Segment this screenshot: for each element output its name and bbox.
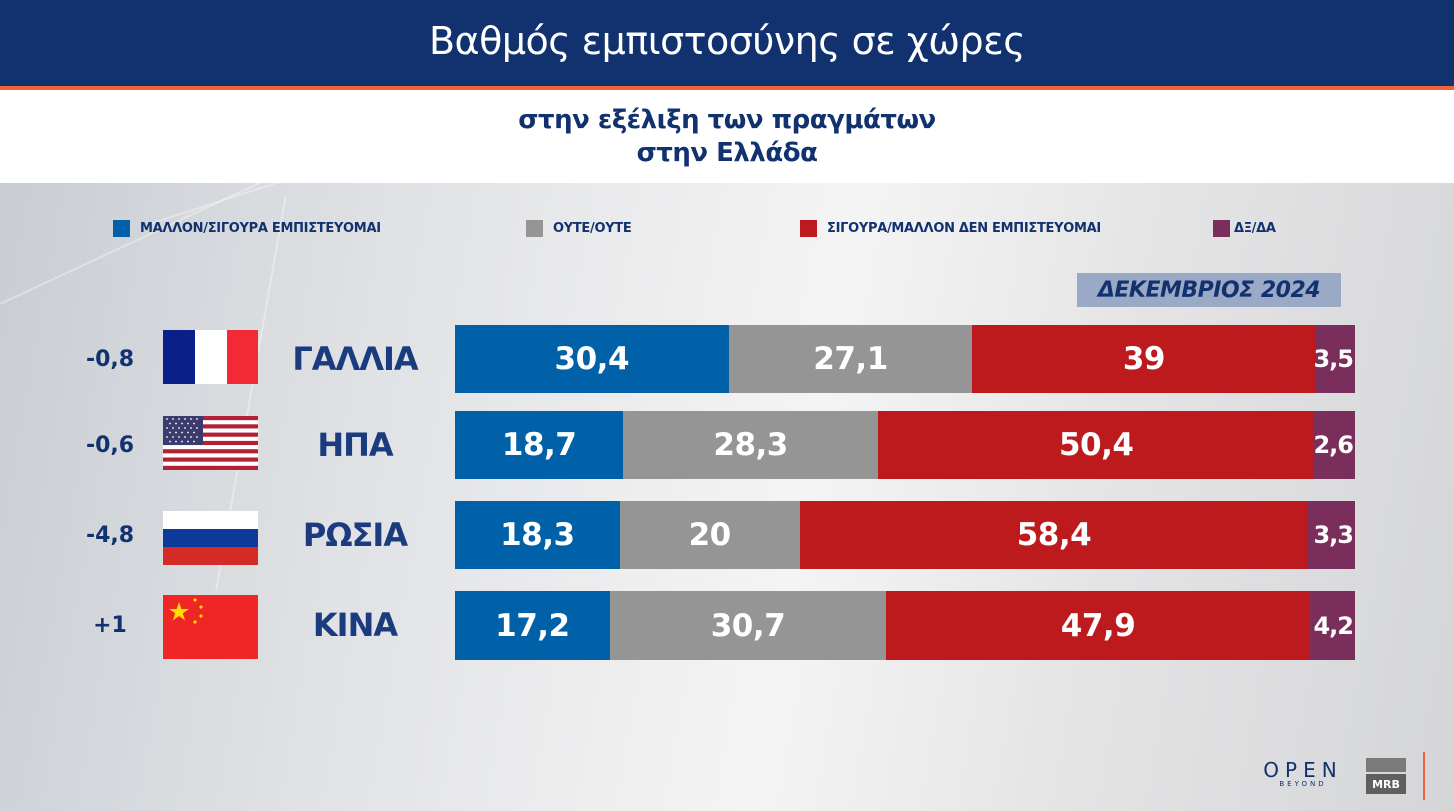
- bar-segment-trust: 30,4: [455, 325, 729, 393]
- open-beyond-logo: OPEN BEYOND: [1258, 758, 1348, 788]
- stacked-bar: 18,3 20 58,4 3,3: [455, 501, 1355, 569]
- mrb-logo-bar: [1366, 758, 1406, 772]
- period-badge: ΔΕΚΕΜΒΡΙΟΣ 2024: [1077, 273, 1341, 307]
- change-value: -0,6: [85, 432, 135, 458]
- change-value: -0,8: [85, 346, 135, 372]
- bar-segment-trust: 18,7: [455, 411, 624, 479]
- stacked-bar: 18,7 28,3 50,4 2,6: [455, 411, 1355, 479]
- bar-segment-distrust: 58,4: [799, 501, 1309, 569]
- country-label: ΚΙΝΑ: [312, 606, 398, 644]
- chart-row-france: -0,8 ΓΑΛΛΙΑ 30,4 27,1 39 3,5: [0, 325, 1454, 393]
- change-value: +1: [93, 612, 127, 638]
- legend-label: ΣΙΓΟΥΡΑ/ΜΑΛΛΟΝ ΔΕΝ ΕΜΠΙΣΤΕΥΟΜΑΙ: [827, 221, 1101, 236]
- bar-segment-trust: 18,3: [455, 501, 620, 569]
- legend-swatch-blue: [113, 220, 130, 237]
- legend: ΜΑΛΛΟΝ/ΣΙΓΟΥΡΑ ΕΜΠΙΣΤΕΥΟΜΑΙ ΟΥΤΕ/ΟΥΤΕ ΣΙ…: [0, 220, 1454, 240]
- bar-segment-neither: 20: [619, 501, 800, 569]
- legend-item-neither: ΟΥΤΕ/ΟΥΤΕ: [526, 220, 632, 237]
- legend-label: ΜΑΛΛΟΝ/ΣΙΓΟΥΡΑ ΕΜΠΙΣΤΕΥΟΜΑΙ: [140, 221, 381, 236]
- subtitle-line-1: στην εξέλιξη των πραγμάτων: [518, 104, 936, 135]
- country-label: ΡΩΣΙΑ: [302, 516, 408, 554]
- header-accent-line: [0, 86, 1454, 90]
- country-label: ΗΠΑ: [317, 426, 393, 464]
- bar-segment-trust: 17,2: [455, 591, 610, 660]
- bar-segment-distrust: 47,9: [886, 591, 1310, 660]
- legend-label: ΔΞ/ΔΑ: [1234, 221, 1276, 236]
- legend-item-trust: ΜΑΛΛΟΝ/ΣΙΓΟΥΡΑ ΕΜΠΙΣΤΕΥΟΜΑΙ: [113, 220, 381, 237]
- chart-title: Βαθμός εμπιστοσύνης σε χώρες: [428, 19, 1026, 63]
- legend-item-distrust: ΣΙΓΟΥΡΑ/ΜΑΛΛΟΝ ΔΕΝ ΕΜΠΙΣΤΕΥΟΜΑΙ: [800, 220, 1101, 237]
- china-flag-icon: [163, 595, 258, 659]
- decorative-streak: [0, 183, 382, 305]
- subtitle-line-2: στην Ελλάδα: [636, 137, 818, 168]
- change-value: -4,8: [85, 522, 135, 548]
- country-label: ΓΑΛΛΙΑ: [292, 340, 418, 378]
- bar-segment-distrust: 50,4: [877, 411, 1315, 479]
- subtitle-area: στην εξέλιξη των πραγμάτων στην Ελλάδα: [0, 90, 1454, 183]
- stacked-bar: 17,2 30,7 47,9 4,2: [455, 591, 1355, 660]
- bar-segment-neither: 28,3: [623, 411, 878, 479]
- bar-segment-neither: 27,1: [728, 325, 973, 393]
- open-logo-text: OPEN: [1263, 758, 1343, 782]
- bar-segment-dkna: 4,2: [1309, 591, 1355, 660]
- mrb-logo: MRB: [1366, 758, 1406, 794]
- bar-segment-neither: 30,7: [609, 591, 887, 660]
- mrb-logo-text: MRB: [1366, 774, 1406, 794]
- usa-flag-icon: [163, 416, 258, 470]
- legend-label: ΟΥΤΕ/ΟΥΤΕ: [553, 221, 632, 236]
- legend-item-dkna: ΔΞ/ΔΑ: [1213, 220, 1276, 237]
- bar-segment-distrust: 39: [972, 325, 1316, 393]
- header-bar: Βαθμός εμπιστοσύνης σε χώρες: [0, 0, 1454, 86]
- bar-segment-dkna: 3,3: [1308, 501, 1355, 569]
- legend-swatch-gray: [526, 220, 543, 237]
- russia-flag-icon: [163, 511, 258, 565]
- france-flag-icon: [163, 330, 258, 384]
- legend-swatch-red: [800, 220, 817, 237]
- decorative-streak: [149, 183, 512, 225]
- bar-segment-dkna: 2,6: [1314, 411, 1355, 479]
- footer-accent-divider: [1423, 752, 1425, 800]
- stacked-bar: 30,4 27,1 39 3,5: [455, 325, 1355, 393]
- chart-row-russia: -4,8 ΡΩΣΙΑ 18,3 20 58,4 3,3: [0, 501, 1454, 569]
- open-logo-tagline: BEYOND: [1279, 780, 1327, 788]
- bar-segment-dkna: 3,5: [1315, 325, 1355, 393]
- chart-row-china: +1 ΚΙΝΑ 17,2 30,7 47,9 4,2: [0, 591, 1454, 660]
- legend-swatch-purple: [1213, 220, 1230, 237]
- chart-row-usa: -0,6 ΗΠΑ 18,7 28,3 50,4 2,6: [0, 411, 1454, 479]
